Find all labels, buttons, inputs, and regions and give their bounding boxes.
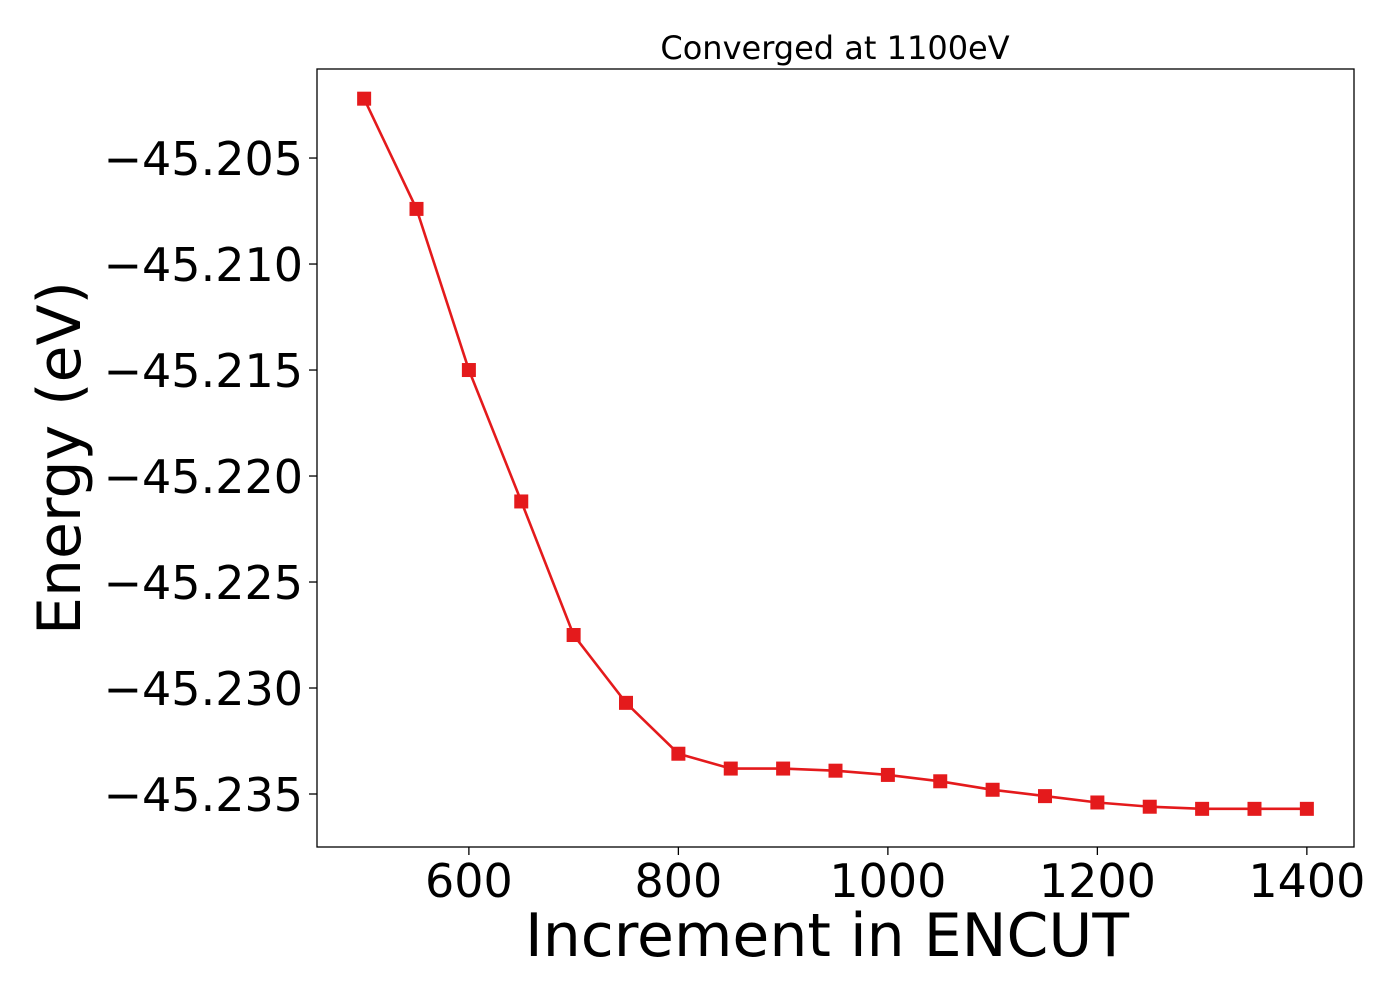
data-point	[619, 695, 634, 710]
data-point	[1247, 801, 1262, 816]
data-point	[1037, 789, 1052, 804]
data-point	[671, 746, 686, 761]
x-tick-label: 1400	[1248, 854, 1365, 908]
data-point	[933, 774, 948, 789]
data-point	[514, 494, 529, 509]
x-tick-label: 1200	[1039, 854, 1156, 908]
data-point	[357, 91, 372, 106]
y-tick-label: −45.215	[104, 344, 304, 398]
data-point	[461, 363, 476, 378]
data-point	[880, 767, 895, 782]
y-tick-label: −45.235	[104, 768, 304, 822]
x-axis-label: Increment in ENCUT	[525, 901, 1129, 971]
data-point	[409, 201, 424, 216]
data-point	[1090, 795, 1105, 810]
y-tick-label: −45.220	[104, 450, 304, 504]
data-point	[1195, 801, 1210, 816]
plot-frame	[316, 68, 1355, 848]
chart-title: Converged at 1100eV	[660, 29, 1009, 67]
data-point	[566, 628, 581, 643]
data-point	[1299, 801, 1314, 816]
data-point	[985, 782, 1000, 797]
series-line	[362, 98, 1307, 811]
data-point	[828, 763, 843, 778]
x-tick-label: 600	[425, 854, 513, 908]
y-tick-label: −45.210	[104, 238, 304, 292]
y-tick-label: −45.230	[104, 662, 304, 716]
data-point	[1142, 799, 1157, 814]
y-axis-label: Energy (eV)	[25, 281, 95, 635]
x-tick-label: 1000	[829, 854, 946, 908]
x-tick-label: 800	[634, 854, 722, 908]
y-tick-label: −45.205	[104, 132, 304, 186]
data-point	[723, 761, 738, 776]
data-point	[776, 761, 791, 776]
y-tick-label: −45.225	[104, 556, 304, 610]
